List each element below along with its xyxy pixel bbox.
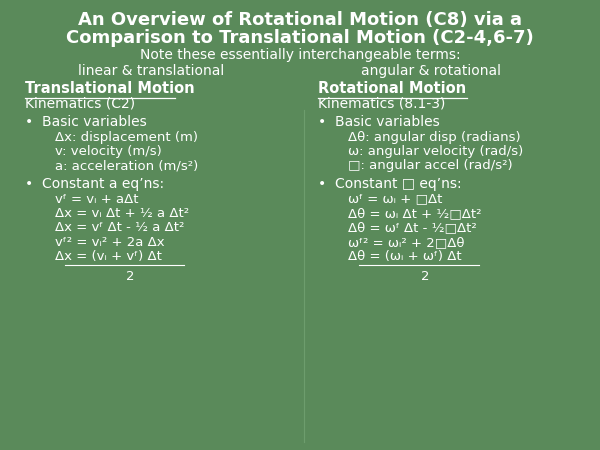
Text: •  Basic variables: • Basic variables bbox=[318, 115, 440, 129]
Text: Δx = vᵢ Δt + ½ a Δt²: Δx = vᵢ Δt + ½ a Δt² bbox=[55, 207, 189, 220]
Text: Kinematics (8.1-3): Kinematics (8.1-3) bbox=[318, 97, 445, 111]
Text: 2: 2 bbox=[421, 270, 430, 283]
Text: linear & translational: linear & translational bbox=[77, 64, 224, 78]
Text: Δθ = ωᶠ Δt - ½□Δt²: Δθ = ωᶠ Δt - ½□Δt² bbox=[348, 221, 476, 234]
Text: •  Constant □ eq’ns:: • Constant □ eq’ns: bbox=[318, 177, 461, 191]
Text: vᶠ² = vᵢ² + 2a Δx: vᶠ² = vᵢ² + 2a Δx bbox=[55, 236, 165, 249]
Text: •  Basic variables: • Basic variables bbox=[25, 115, 147, 129]
Text: Δθ: angular disp (radians): Δθ: angular disp (radians) bbox=[348, 130, 520, 144]
Text: Δx = (vᵢ + vᶠ) Δt: Δx = (vᵢ + vᶠ) Δt bbox=[55, 250, 162, 263]
Text: •  Constant a eq’ns:: • Constant a eq’ns: bbox=[25, 177, 164, 191]
Text: 2: 2 bbox=[125, 270, 134, 283]
Text: v: velocity (m/s): v: velocity (m/s) bbox=[55, 145, 162, 158]
Text: Δx: displacement (m): Δx: displacement (m) bbox=[55, 130, 198, 144]
Text: a: acceleration (m/s²): a: acceleration (m/s²) bbox=[55, 159, 199, 172]
Text: □: angular accel (rad/s²): □: angular accel (rad/s²) bbox=[348, 159, 512, 172]
Text: Δθ = (ωᵢ + ωᶠ) Δt: Δθ = (ωᵢ + ωᶠ) Δt bbox=[348, 250, 461, 263]
Text: Comparison to Translational Motion (C2-4,6-7): Comparison to Translational Motion (C2-4… bbox=[66, 29, 534, 47]
Text: ω: angular velocity (rad/s): ω: angular velocity (rad/s) bbox=[348, 145, 523, 158]
Text: Δx = vᶠ Δt - ½ a Δt²: Δx = vᶠ Δt - ½ a Δt² bbox=[55, 221, 185, 234]
Text: angular & rotational: angular & rotational bbox=[361, 64, 502, 78]
Text: ωᶠ = ωᵢ + □Δt: ωᶠ = ωᵢ + □Δt bbox=[348, 193, 442, 206]
Text: Rotational Motion: Rotational Motion bbox=[318, 81, 466, 96]
Text: Translational Motion: Translational Motion bbox=[25, 81, 195, 96]
Text: ωᶠ² = ωᵢ² + 2□Δθ: ωᶠ² = ωᵢ² + 2□Δθ bbox=[348, 236, 464, 249]
Text: vᶠ = vᵢ + aΔt: vᶠ = vᵢ + aΔt bbox=[55, 193, 139, 206]
Text: Kinematics (C2): Kinematics (C2) bbox=[25, 97, 136, 111]
Text: Note these essentially interchangeable terms:: Note these essentially interchangeable t… bbox=[140, 48, 460, 62]
Text: An Overview of Rotational Motion (C8) via a: An Overview of Rotational Motion (C8) vi… bbox=[78, 11, 522, 29]
Text: Δθ = ωᵢ Δt + ½□Δt²: Δθ = ωᵢ Δt + ½□Δt² bbox=[348, 207, 481, 220]
